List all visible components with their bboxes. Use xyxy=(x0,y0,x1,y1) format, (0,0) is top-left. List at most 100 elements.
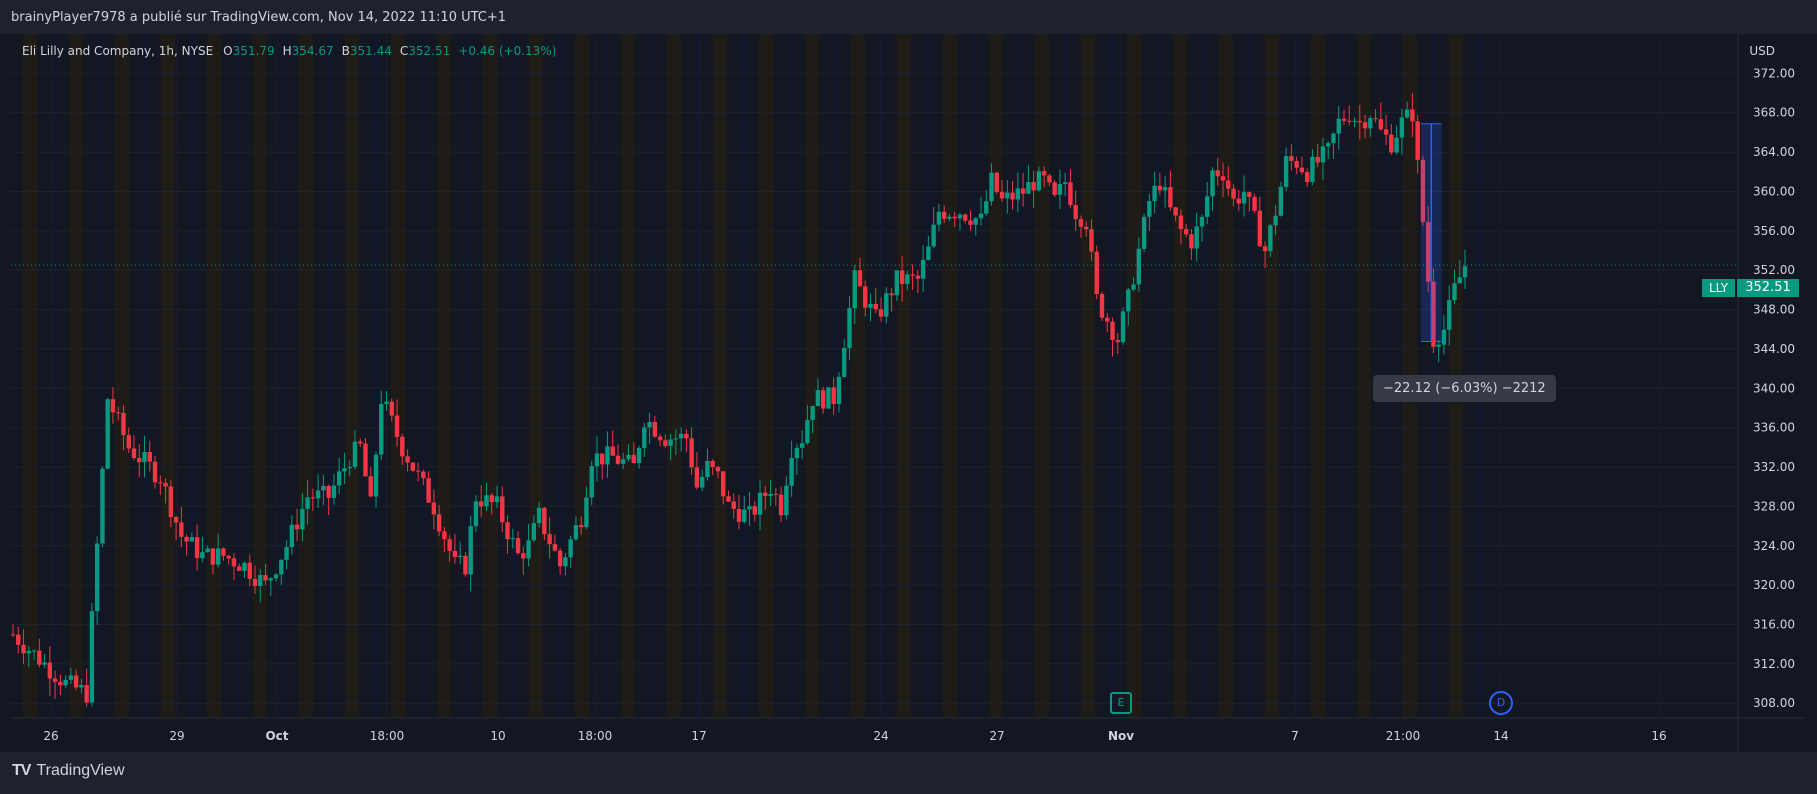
high-value: 354.67 xyxy=(291,44,334,58)
candle-body xyxy=(1399,117,1405,138)
afterhours-band xyxy=(465,34,471,718)
y-tick-label: 344.00 xyxy=(1753,342,1795,356)
premarket-band xyxy=(1127,34,1141,718)
premarket-band xyxy=(483,34,497,718)
candle-body xyxy=(200,552,205,559)
candle-body xyxy=(1036,171,1042,191)
afterhours-band xyxy=(1247,34,1253,718)
candle-body xyxy=(1289,156,1294,161)
candle-body xyxy=(526,540,531,559)
x-tick-label: 26 xyxy=(43,729,58,743)
candle-body xyxy=(820,390,826,409)
candle-body xyxy=(994,172,999,192)
afterhours-band xyxy=(787,34,793,718)
candle-body xyxy=(636,447,642,464)
candle-body xyxy=(1020,188,1026,194)
candle-body xyxy=(1062,182,1068,184)
candle-body xyxy=(1283,156,1289,187)
candle-body xyxy=(631,454,636,464)
candle-body xyxy=(126,435,131,449)
x-tick-label: 17 xyxy=(691,729,706,743)
candle-body xyxy=(1347,120,1352,122)
candle-body xyxy=(89,611,95,703)
y-tick-label: 348.00 xyxy=(1753,303,1795,317)
candle-body xyxy=(968,220,973,225)
candle-body xyxy=(621,459,626,464)
premarket-band xyxy=(1081,34,1095,718)
candle-body xyxy=(678,433,684,439)
candle-body xyxy=(1415,121,1420,160)
candle-body xyxy=(1452,283,1457,301)
candle-body xyxy=(1205,196,1210,217)
candle-body xyxy=(258,575,263,586)
candle-body xyxy=(668,439,673,446)
candle-body xyxy=(852,270,857,309)
candle-body xyxy=(1389,134,1394,153)
afterhours-band xyxy=(97,34,103,718)
y-tick-label: 308.00 xyxy=(1753,696,1795,710)
candle-body xyxy=(594,453,600,467)
afterhours-band xyxy=(557,34,563,718)
candle-body xyxy=(279,559,284,575)
candle-body xyxy=(989,172,994,202)
candle-body xyxy=(457,555,463,558)
y-axis: 372.00 368.00 364.00 360.00 356.00 352.00 348.… xyxy=(11,66,1795,710)
candle-body xyxy=(1162,187,1168,191)
candle-body xyxy=(1320,146,1326,163)
candle-body xyxy=(768,493,773,496)
candle-body xyxy=(1010,192,1015,200)
candle-body xyxy=(863,286,868,308)
candle-body xyxy=(1247,192,1252,197)
candle-body xyxy=(705,460,710,477)
afterhours-band xyxy=(327,34,333,718)
candle-body xyxy=(58,681,63,686)
candle-body xyxy=(747,506,752,510)
open-value: 351.79 xyxy=(232,44,275,58)
candle-body xyxy=(1373,118,1378,120)
dividend-event-icon[interactable]: D xyxy=(1489,691,1513,715)
candle-body xyxy=(284,547,289,560)
candle-body xyxy=(421,471,426,479)
earnings-event-icon[interactable]: E xyxy=(1110,692,1132,714)
candle-body xyxy=(805,420,810,444)
candle-body xyxy=(941,211,947,219)
candle-body xyxy=(694,467,700,488)
y-tick-label: 328.00 xyxy=(1753,499,1795,513)
candle-body xyxy=(184,536,189,542)
candle-body xyxy=(931,224,936,247)
high-label: H xyxy=(282,44,292,58)
candle-body xyxy=(405,456,410,463)
candle-body xyxy=(1268,225,1273,252)
candle-body xyxy=(1015,188,1021,200)
candle-body xyxy=(963,214,968,221)
candle-body xyxy=(784,485,789,516)
candle-body xyxy=(468,526,473,575)
candle-body xyxy=(910,274,915,276)
price-chart[interactable]: 372.00 368.00 364.00 360.00 356.00 352.00 348.… xyxy=(11,34,1805,752)
candle-body xyxy=(1278,186,1284,216)
candle-body xyxy=(1168,187,1173,208)
premarket-band xyxy=(667,34,681,718)
premarket-band xyxy=(713,34,727,718)
candle-body xyxy=(884,293,889,317)
candle-body xyxy=(947,216,952,219)
candle-body xyxy=(1436,344,1441,347)
candle-body xyxy=(1241,192,1247,204)
candle-body xyxy=(1273,215,1278,226)
candle-body xyxy=(547,534,552,545)
candle-body xyxy=(1120,311,1126,343)
candle-body xyxy=(1341,118,1347,121)
afterhours-band xyxy=(925,34,931,718)
afterhours-band xyxy=(1063,34,1069,718)
afterhours-band xyxy=(235,34,241,718)
tradingview-brand[interactable]: TV TradingView xyxy=(12,762,125,780)
premarket-band xyxy=(759,34,773,718)
candle-body xyxy=(647,422,652,428)
candle-body xyxy=(384,401,389,404)
candle-body xyxy=(505,522,510,540)
candle-body xyxy=(389,401,394,416)
candle-body xyxy=(1210,170,1215,197)
candle-body xyxy=(37,650,42,665)
candle-body xyxy=(331,485,337,498)
candle-body xyxy=(442,531,447,540)
